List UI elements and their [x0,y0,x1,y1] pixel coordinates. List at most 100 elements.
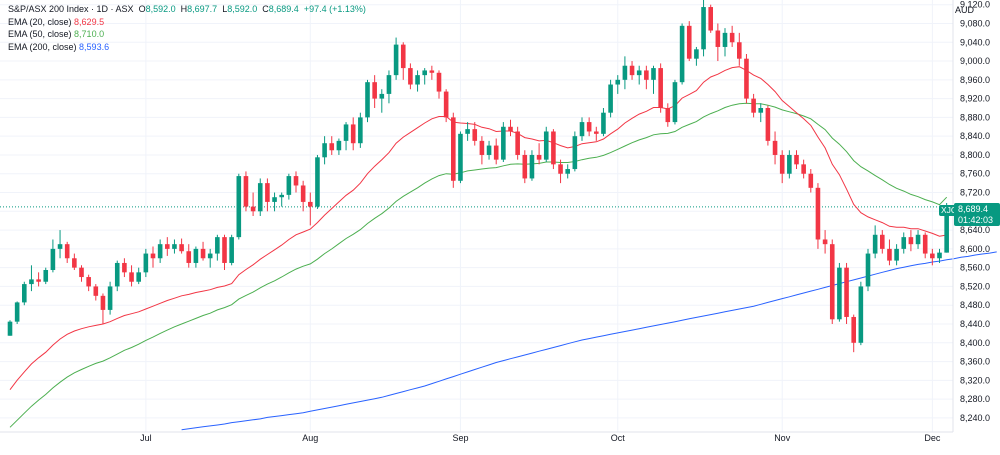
candle-body [529,154,535,179]
candle-body [114,262,120,287]
candle [858,281,864,346]
candle [622,56,628,90]
candle-body [293,176,299,186]
legend-ema200-row[interactable]: EMA (200, close) 8,593.6 [8,41,366,54]
candle-body [729,32,735,43]
candle [586,117,592,137]
candle-body [429,70,435,73]
candle-body [829,244,835,320]
y-tick-label: 8,880.0 [960,112,990,122]
candle-body [236,176,242,238]
candle-body [36,279,41,282]
candle [293,171,299,193]
y-tick-label: 8,240.0 [960,413,990,423]
candle [243,171,249,212]
candle [608,79,613,118]
candle-body [772,140,778,155]
candle [694,46,699,66]
candle [880,230,885,254]
y-tick-label: 8,920.0 [960,94,990,104]
x-tick-label: Dec [924,433,941,443]
candle-body [708,7,713,31]
candle [515,126,520,160]
last-price-tag: 8,689.4 01:42:03 [954,203,1000,226]
candle-body [57,244,63,249]
candle [915,230,921,249]
candle-body [129,272,134,282]
candle-body [651,68,656,80]
candle [143,248,149,278]
ema50-line [9,102,948,428]
candle [937,248,942,263]
candle-body [272,197,277,202]
candle-body [458,133,463,181]
candle-body [350,124,356,144]
candle [22,281,27,306]
candle-body [558,164,563,174]
legend-ema50-row[interactable]: EMA (50, close) 8,710.0 [8,28,366,41]
candle [136,267,141,285]
candle-body [207,253,213,259]
candle [122,258,127,278]
y-tick-label: 8,760.0 [960,169,990,179]
candle-body [536,154,542,160]
candle [579,117,585,141]
candle-body [636,70,642,76]
candle-body [43,270,49,282]
candle [29,265,34,292]
candle [172,239,177,254]
y-tick-label: 8,640.0 [960,225,990,235]
candle [930,248,935,266]
candle-body [922,234,928,254]
candle-body [279,194,284,198]
candle-body [29,279,34,285]
y-tick-label: 8,960.0 [960,75,990,85]
candle [601,108,606,137]
candle-body [779,154,785,174]
candle [815,183,821,249]
candle-body [50,248,56,270]
candle [222,234,227,270]
candle-body [679,25,685,83]
candle [236,173,242,240]
candle [558,159,563,184]
candle [150,246,156,268]
ticker-tag: XJO [939,205,960,216]
candle [193,246,199,268]
x-tick-label: Nov [774,433,791,443]
legend-ema20-row[interactable]: EMA (20, close) 8,629.5 [8,16,366,29]
candle [379,89,385,113]
y-tick-label: 9,120.0 [960,0,990,10]
candle-body [808,173,814,188]
currency-label[interactable]: AUD [954,5,974,15]
candle-body [200,248,206,259]
candle [822,230,828,254]
candle [336,138,342,155]
candle-body [751,98,756,113]
candle [501,122,506,162]
candle-body [157,244,163,259]
candle-body [715,30,721,47]
candle-body [300,185,306,202]
candle [100,293,106,324]
candle [508,119,513,137]
candle-body [315,157,320,207]
grid [0,0,953,432]
candle-body [143,253,149,273]
candle-body [701,7,706,50]
candle-body [694,49,699,59]
candle [543,126,549,162]
candle-body [265,183,270,202]
candle [72,253,77,270]
candle [701,0,706,57]
candle-body [479,140,485,155]
candle [722,28,728,57]
bar-countdown: 01:42:03 [958,214,994,225]
candle-body [386,75,392,94]
ema200-line [181,251,997,431]
candle-body [472,129,478,141]
y-tick-label: 8,320.0 [960,375,990,385]
symbol-title[interactable]: S&P/ASX 200 Index · 1D · ASX [8,4,134,14]
